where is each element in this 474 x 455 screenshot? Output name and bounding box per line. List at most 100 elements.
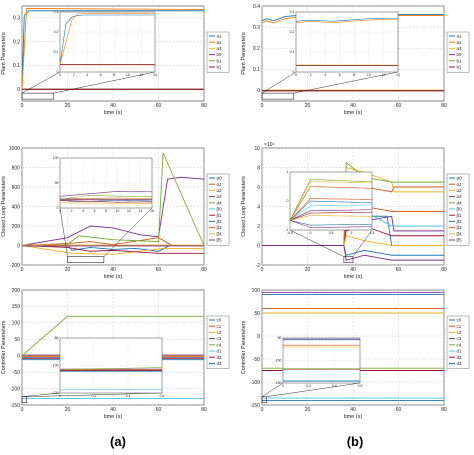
y-tick-label: 1000 xyxy=(9,146,20,152)
inset-x-tick-label: 12 xyxy=(127,209,131,213)
legend-label: β4 xyxy=(457,231,463,236)
y-tick-label: 0 xyxy=(17,243,20,249)
x-axis-label: time (s) xyxy=(344,414,363,420)
x-tick-label: 60 xyxy=(396,267,402,273)
inset-series-line-β2 xyxy=(289,220,373,226)
inset-y-tick-label: -1 xyxy=(285,228,288,232)
x-axis-label: time (s) xyxy=(104,274,123,280)
x-tick-label: 40 xyxy=(350,407,356,413)
legend-label: b0 xyxy=(217,52,223,57)
zoom-source-box xyxy=(261,396,267,403)
inset-series-line-α2 xyxy=(59,202,153,204)
y-tick-label: 4 xyxy=(257,204,260,210)
inset-y-tick-label: -50 xyxy=(276,336,281,340)
inset-y-tick-label: 100 xyxy=(53,156,59,160)
legend-label: a3 xyxy=(457,46,463,51)
inset-x-tick-label: 14 xyxy=(396,73,400,77)
x-tick-label: 0 xyxy=(21,267,24,273)
inset-y-tick-label: 0.2 xyxy=(54,30,59,34)
x-tick-label: 60 xyxy=(156,267,162,273)
series-line-α2 xyxy=(21,245,204,255)
y-tick-label: 8 xyxy=(257,165,260,171)
inset-y-tick-label: 0 xyxy=(293,70,295,74)
inset-y-tick-label: 0.2 xyxy=(290,30,295,34)
y-tick-label: 2 xyxy=(257,224,260,230)
inset-x-tick-label: 0.2 xyxy=(306,384,311,388)
x-tick-label: 40 xyxy=(110,407,116,413)
inset-x-tick-label: 6 xyxy=(94,209,96,213)
y-tick-label: 800 xyxy=(12,165,21,171)
series-line-c4 xyxy=(21,315,204,357)
inset-x-tick-label: -0.5 xyxy=(287,231,293,235)
legend-label: α4 xyxy=(217,200,223,205)
inset-series-line-α1 xyxy=(289,186,373,221)
inset-y-tick-label: 0 xyxy=(57,70,59,74)
inset-x-tick-label: 1 xyxy=(351,231,353,235)
y-tick-label: -150 xyxy=(10,403,20,409)
x-tick-label: 20 xyxy=(65,267,71,273)
legend-label: a1 xyxy=(457,34,463,39)
y-tick-label: 0 xyxy=(17,354,20,360)
x-tick-label: 40 xyxy=(110,103,116,109)
legend-label: α2 xyxy=(457,188,463,193)
series-line-α3 xyxy=(21,176,205,246)
inset-y-tick-label: -150 xyxy=(274,381,281,385)
inset-series-line-β1 xyxy=(289,211,373,221)
inset-x-tick-label: 0 xyxy=(295,73,297,77)
inset-x-tick-label: 6 xyxy=(100,73,102,77)
inset-x-tick-label: 0.4 xyxy=(126,394,131,398)
x-tick-label: 60 xyxy=(396,407,402,413)
legend-label: a3 xyxy=(217,46,223,51)
inset-y-tick-label: -100 xyxy=(51,364,58,368)
legend-label: α3 xyxy=(217,194,223,199)
inset-y-tick-label: 0 xyxy=(57,206,59,210)
y-tick-label: 0.1 xyxy=(13,63,20,69)
x-tick-label: 40 xyxy=(110,267,116,273)
zoom-source-box xyxy=(343,256,354,263)
inset-x-tick-label: 10 xyxy=(367,73,371,77)
x-tick-label: 0 xyxy=(261,407,264,413)
x-tick-label: 60 xyxy=(156,407,162,413)
inset-x-tick-label: 0.5 xyxy=(329,231,334,235)
inset-series-line-β1 xyxy=(59,200,153,203)
inset-series-line-a1 xyxy=(295,17,399,22)
inset-x-tick-label: 14 xyxy=(139,209,143,213)
inset-x-tick-label: 8 xyxy=(113,73,115,77)
inset-x-tick-label: 0.4 xyxy=(332,384,337,388)
x-tick-label: 80 xyxy=(441,103,447,109)
y-tick-label: 100 xyxy=(252,288,261,294)
legend-label: b1 xyxy=(217,58,223,63)
y-tick-label: -100 xyxy=(10,386,20,392)
y-tick-label: 0 xyxy=(257,334,260,340)
zoom-connector xyxy=(21,392,61,397)
inset-x-tick-label: 0.2 xyxy=(92,394,97,398)
inset-y-tick-label: 50 xyxy=(55,181,59,185)
legend-label: b2 xyxy=(217,65,223,70)
panel-label-a: (a) xyxy=(110,434,126,449)
legend-label: b0 xyxy=(457,52,463,57)
legend-label: c3 xyxy=(217,336,222,341)
legend-label: d1 xyxy=(457,349,463,354)
series-line-β5 xyxy=(262,245,444,261)
inset-x-tick-label: 10 xyxy=(126,73,130,77)
legend-label: a2 xyxy=(217,40,223,45)
inset-y-tick-label: -120 xyxy=(51,391,58,395)
inset-y-tick-label: 0.1 xyxy=(290,50,295,54)
legend-label: β3 xyxy=(217,225,223,230)
y-exponent-label: ×10⁴ xyxy=(264,142,275,148)
legend-label: α0 xyxy=(457,176,463,181)
y-tick-label: 600 xyxy=(12,185,21,191)
inset-x-tick-label: 14 xyxy=(153,73,157,77)
y-tick-label: -150 xyxy=(250,403,260,409)
y-tick-label: 0.1 xyxy=(253,67,260,73)
y-tick-label: 0.2 xyxy=(253,46,260,52)
legend-label: c0 xyxy=(457,318,462,323)
legend-label: α4 xyxy=(457,200,463,205)
